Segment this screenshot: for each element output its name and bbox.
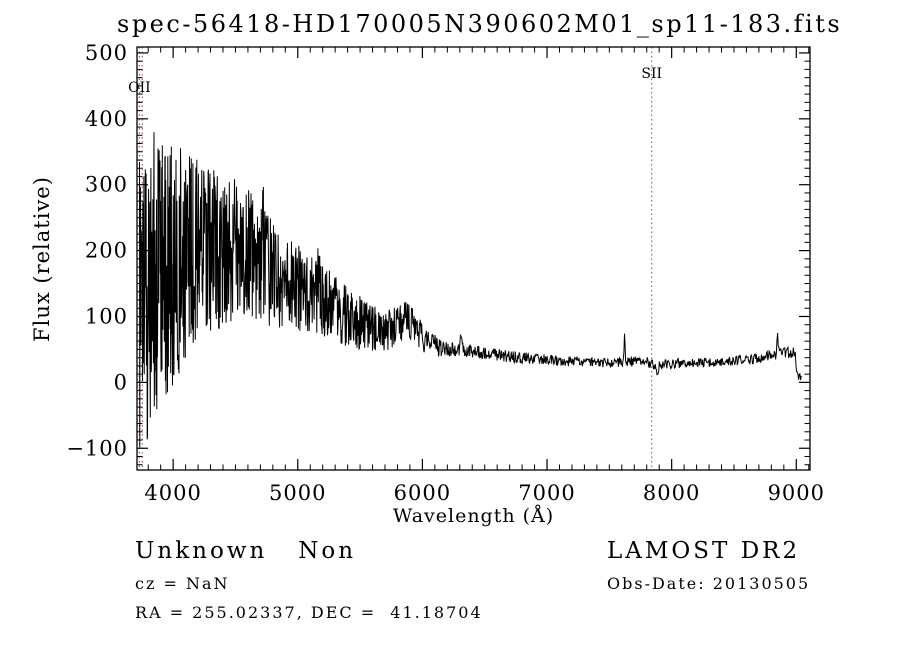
x-axis-label: Wavelength (Å)	[392, 505, 555, 527]
y-tick-label: 0	[114, 370, 128, 394]
y-tick-label: 400	[85, 107, 128, 131]
x-tick-label: 8000	[643, 481, 700, 505]
oii-line-label: OII	[128, 80, 151, 96]
sii-line-label: SII	[641, 66, 662, 82]
y-tick-label: 100	[85, 304, 128, 328]
object-class-text: Unknown Non	[135, 538, 357, 564]
x-tick-label: 9000	[768, 481, 825, 505]
spectrum-trace	[139, 132, 802, 448]
x-tick-label: 7000	[518, 481, 575, 505]
cz-text: cz = NaN	[135, 574, 230, 593]
x-tick-label: 6000	[394, 481, 451, 505]
y-tick-label: −100	[66, 436, 128, 460]
y-tick-label: 500	[85, 41, 128, 65]
y-axis-label: Flux (relative)	[30, 176, 54, 342]
plot-title: spec-56418-HD170005N390602M01_sp11-183.f…	[117, 10, 843, 38]
y-tick-label: 200	[85, 239, 128, 263]
x-tick-label: 4000	[144, 481, 201, 505]
x-tick-label: 5000	[269, 481, 326, 505]
ra-dec-text: RA = 255.02337, DEC = 41.18704	[135, 603, 483, 622]
survey-text: LAMOST DR2	[607, 538, 801, 564]
obs-date-text: Obs-Date: 20130505	[607, 574, 811, 593]
y-tick-label: 300	[85, 173, 128, 197]
